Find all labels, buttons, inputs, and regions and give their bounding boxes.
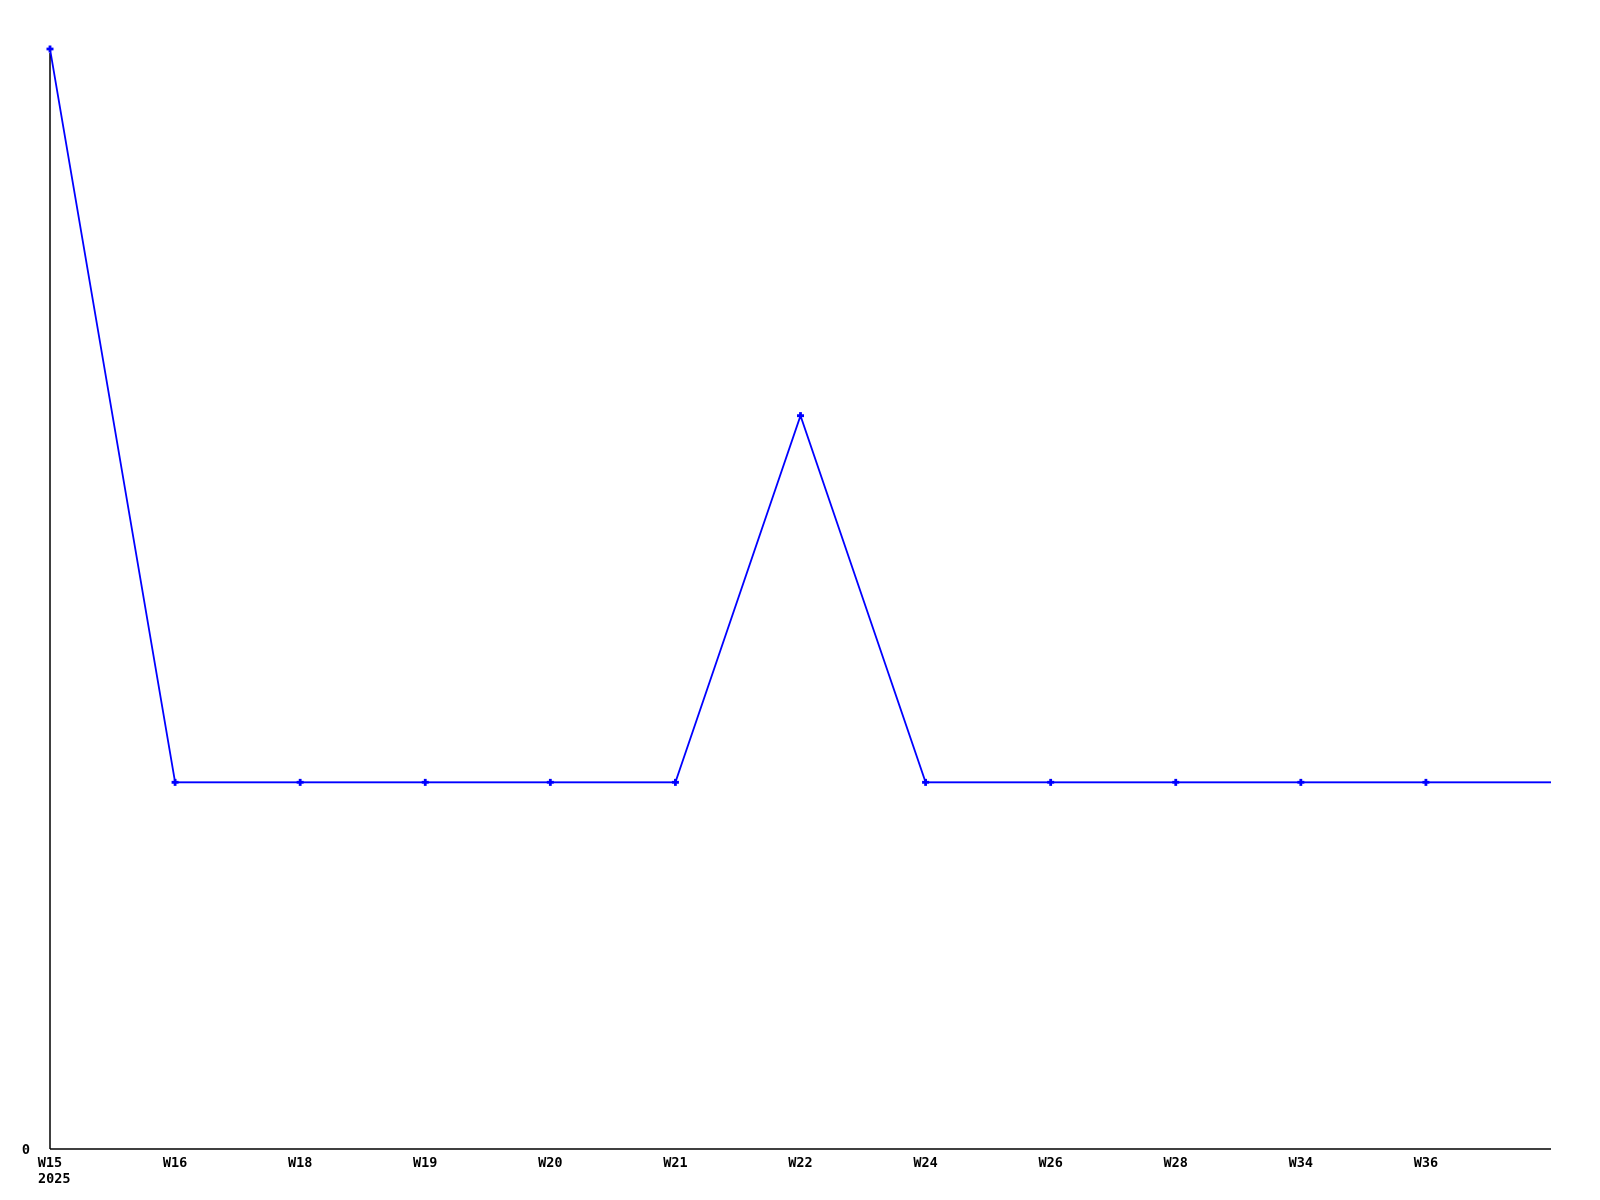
x-tick-label: W22 (788, 1155, 812, 1171)
x-tick-label: W18 (288, 1155, 312, 1171)
data-point-marker (171, 778, 179, 786)
year-label: 2025 (38, 1171, 71, 1187)
data-point-marker (421, 778, 429, 786)
data-point-marker (1047, 778, 1055, 786)
x-tick-label: W20 (538, 1155, 562, 1171)
data-point-marker (922, 778, 930, 786)
x-tick-label: W15 (38, 1155, 62, 1171)
data-point-marker (671, 778, 679, 786)
x-tick-label: W24 (913, 1155, 937, 1171)
x-tick-label: W28 (1164, 1155, 1188, 1171)
x-tick-label: W21 (663, 1155, 687, 1171)
data-point-marker (1172, 778, 1180, 786)
x-tick-label: W36 (1414, 1155, 1438, 1171)
x-tick-label: W26 (1038, 1155, 1062, 1171)
data-point-marker (296, 778, 304, 786)
x-tick-label: W34 (1289, 1155, 1313, 1171)
x-tick-label: W16 (163, 1155, 187, 1171)
y-zero-label: 0 (22, 1142, 30, 1158)
x-tick-label: W19 (413, 1155, 437, 1171)
data-point-marker (546, 778, 554, 786)
data-point-marker (1422, 778, 1430, 786)
data-point-marker (797, 412, 804, 420)
data-point-marker (1297, 778, 1305, 786)
data-point-marker (46, 45, 54, 53)
